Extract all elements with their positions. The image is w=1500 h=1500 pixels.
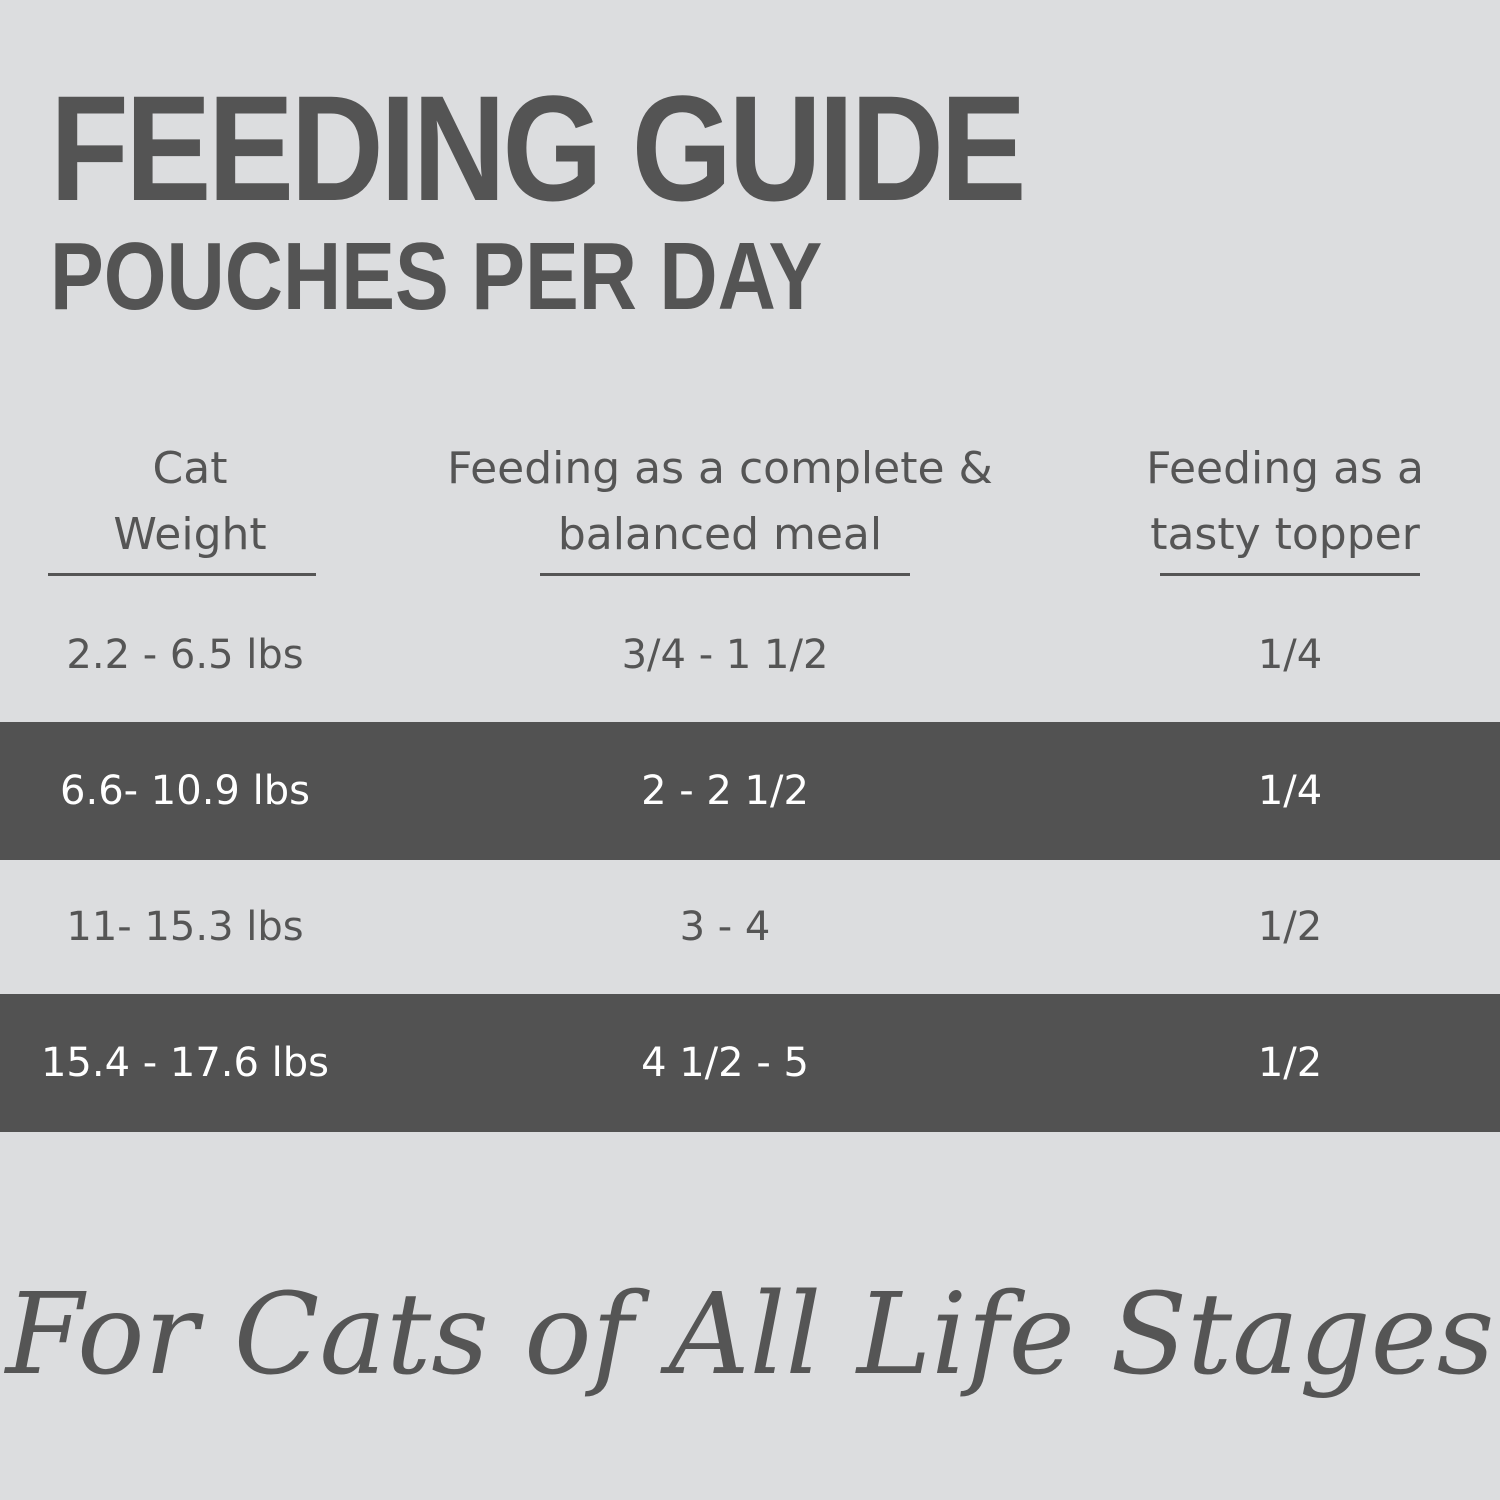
header-rule — [540, 573, 910, 576]
table-row: 15.4 - 17.6 lbs 4 1/2 - 5 1/2 — [0, 994, 1500, 1132]
table-cell: 11- 15.3 lbs — [66, 904, 304, 950]
table-row: 6.6- 10.9 lbs 2 - 2 1/2 1/4 — [0, 722, 1500, 860]
header-line: tasty topper — [1150, 509, 1420, 560]
header-line: Cat — [152, 443, 228, 494]
table-cell: 1/2 — [1257, 1040, 1323, 1086]
table-cell: 3 - 4 — [679, 904, 771, 950]
table-cell: 4 1/2 - 5 — [641, 1040, 809, 1086]
subtitle: POUCHES PER DAY — [50, 223, 823, 330]
footer: For Cats of All Life Stages — [5, 1270, 1495, 1400]
table-cell: 2.2 - 6.5 lbs — [66, 632, 304, 678]
column-header: Cat Weight — [40, 436, 340, 568]
column-header: Feeding as a complete & balanced meal — [440, 436, 1000, 568]
table-cell: 3/4 - 1 1/2 — [621, 632, 829, 678]
table-cell: 15.4 - 17.6 lbs — [40, 1040, 330, 1086]
table-cell: 6.6- 10.9 lbs — [60, 768, 310, 814]
header-line: Feeding as a — [1146, 443, 1424, 494]
header-line: balanced meal — [557, 509, 883, 560]
header-line: Feeding as a complete & — [447, 443, 993, 494]
table-cell: 1/4 — [1257, 768, 1323, 814]
table-cell: 2 - 2 1/2 — [641, 768, 809, 814]
table-cell: 1/4 — [1257, 632, 1323, 678]
table-cell: 1/2 — [1257, 904, 1323, 950]
header-rule — [48, 573, 316, 576]
column-header: Feeding as a tasty topper — [1130, 436, 1440, 568]
table-row: 2.2 - 6.5 lbs 3/4 - 1 1/2 1/4 — [0, 586, 1500, 724]
title: FEEDING GUIDE — [50, 64, 1026, 232]
header-rule — [1160, 573, 1420, 576]
header-line: Weight — [113, 509, 267, 560]
table-row: 11- 15.3 lbs 3 - 4 1/2 — [0, 858, 1500, 996]
